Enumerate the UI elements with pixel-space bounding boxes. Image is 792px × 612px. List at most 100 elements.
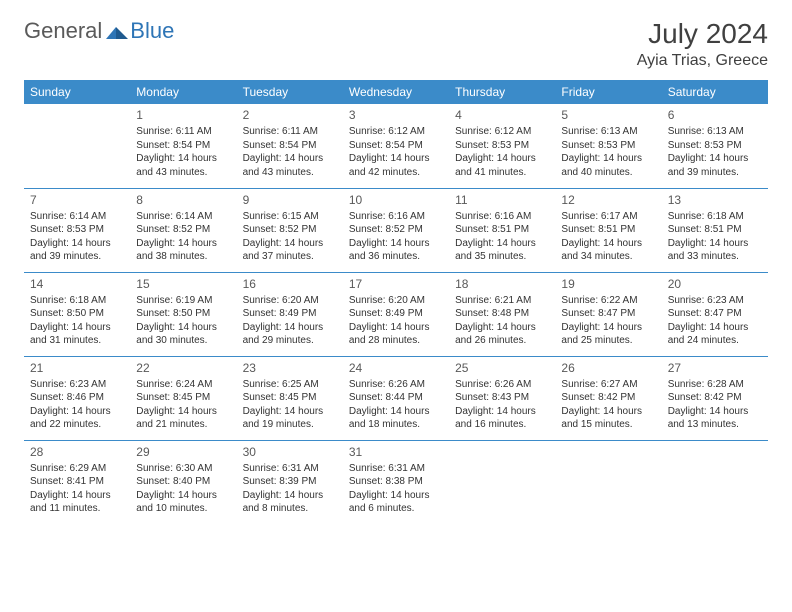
logo-mark-icon <box>106 23 128 39</box>
page-title: July 2024 <box>637 18 768 50</box>
day-number: 12 <box>561 192 655 208</box>
sunrise-line: Sunrise: 6:11 AM <box>136 125 230 139</box>
daylight-line: Daylight: 14 hours and 19 minutes. <box>243 405 337 432</box>
daylight-line: Daylight: 14 hours and 37 minutes. <box>243 237 337 264</box>
sunrise-line: Sunrise: 6:30 AM <box>136 462 230 476</box>
calendar-cell: 5Sunrise: 6:13 AMSunset: 8:53 PMDaylight… <box>555 104 661 188</box>
daylight-line: Daylight: 14 hours and 22 minutes. <box>30 405 124 432</box>
sunset-line: Sunset: 8:39 PM <box>243 475 337 489</box>
calendar-cell: 12Sunrise: 6:17 AMSunset: 8:51 PMDayligh… <box>555 188 661 272</box>
daylight-line: Daylight: 14 hours and 39 minutes. <box>668 152 762 179</box>
day-number: 27 <box>668 360 762 376</box>
daylight-line: Daylight: 14 hours and 30 minutes. <box>136 321 230 348</box>
day-number: 29 <box>136 444 230 460</box>
calendar-body: 1Sunrise: 6:11 AMSunset: 8:54 PMDaylight… <box>24 104 768 524</box>
calendar-cell: 13Sunrise: 6:18 AMSunset: 8:51 PMDayligh… <box>662 188 768 272</box>
calendar-cell: 18Sunrise: 6:21 AMSunset: 8:48 PMDayligh… <box>449 272 555 356</box>
sunset-line: Sunset: 8:54 PM <box>136 139 230 153</box>
day-number: 1 <box>136 107 230 123</box>
sunset-line: Sunset: 8:51 PM <box>455 223 549 237</box>
calendar-cell: 11Sunrise: 6:16 AMSunset: 8:51 PMDayligh… <box>449 188 555 272</box>
calendar-cell: 6Sunrise: 6:13 AMSunset: 8:53 PMDaylight… <box>662 104 768 188</box>
calendar-cell: 4Sunrise: 6:12 AMSunset: 8:53 PMDaylight… <box>449 104 555 188</box>
sunrise-line: Sunrise: 6:15 AM <box>243 210 337 224</box>
daylight-line: Daylight: 14 hours and 40 minutes. <box>561 152 655 179</box>
sunrise-line: Sunrise: 6:28 AM <box>668 378 762 392</box>
day-number: 18 <box>455 276 549 292</box>
sunrise-line: Sunrise: 6:31 AM <box>349 462 443 476</box>
sunset-line: Sunset: 8:51 PM <box>668 223 762 237</box>
day-number: 19 <box>561 276 655 292</box>
sunrise-line: Sunrise: 6:23 AM <box>668 294 762 308</box>
calendar-cell: 28Sunrise: 6:29 AMSunset: 8:41 PMDayligh… <box>24 440 130 524</box>
sunset-line: Sunset: 8:54 PM <box>243 139 337 153</box>
calendar-cell: 19Sunrise: 6:22 AMSunset: 8:47 PMDayligh… <box>555 272 661 356</box>
sunrise-line: Sunrise: 6:14 AM <box>136 210 230 224</box>
calendar-cell: 20Sunrise: 6:23 AMSunset: 8:47 PMDayligh… <box>662 272 768 356</box>
day-number: 9 <box>243 192 337 208</box>
calendar-cell: 23Sunrise: 6:25 AMSunset: 8:45 PMDayligh… <box>237 356 343 440</box>
calendar-row: 7Sunrise: 6:14 AMSunset: 8:53 PMDaylight… <box>24 188 768 272</box>
logo: General Blue <box>24 18 174 44</box>
calendar-cell <box>662 440 768 524</box>
daylight-line: Daylight: 14 hours and 39 minutes. <box>30 237 124 264</box>
daylight-line: Daylight: 14 hours and 36 minutes. <box>349 237 443 264</box>
sunrise-line: Sunrise: 6:26 AM <box>455 378 549 392</box>
calendar-cell: 3Sunrise: 6:12 AMSunset: 8:54 PMDaylight… <box>343 104 449 188</box>
weekday-header: Monday <box>130 80 236 104</box>
sunrise-line: Sunrise: 6:12 AM <box>349 125 443 139</box>
weekday-header: Tuesday <box>237 80 343 104</box>
sunset-line: Sunset: 8:47 PM <box>561 307 655 321</box>
day-number: 10 <box>349 192 443 208</box>
calendar-row: 14Sunrise: 6:18 AMSunset: 8:50 PMDayligh… <box>24 272 768 356</box>
day-number: 13 <box>668 192 762 208</box>
calendar-cell: 29Sunrise: 6:30 AMSunset: 8:40 PMDayligh… <box>130 440 236 524</box>
sunrise-line: Sunrise: 6:21 AM <box>455 294 549 308</box>
sunrise-line: Sunrise: 6:13 AM <box>561 125 655 139</box>
day-number: 14 <box>30 276 124 292</box>
sunrise-line: Sunrise: 6:22 AM <box>561 294 655 308</box>
day-number: 21 <box>30 360 124 376</box>
calendar-cell: 15Sunrise: 6:19 AMSunset: 8:50 PMDayligh… <box>130 272 236 356</box>
calendar-cell: 1 Sunrise: 6:11 AMSunset: 8:54 PMDaylight… <box>130 104 236 188</box>
calendar-table: SundayMondayTuesdayWednesdayThursdayFrid… <box>24 80 768 524</box>
calendar-cell: 10 Sunrise: 6:16 AMSunset: 8:52 PMDayligh… <box>343 188 449 272</box>
calendar-cell: 30Sunrise: 6:31 AMSunset: 8:39 PMDayligh… <box>237 440 343 524</box>
sunset-line: Sunset: 8:49 PM <box>349 307 443 321</box>
calendar-cell: 26Sunrise: 6:27 AMSunset: 8:42 PMDayligh… <box>555 356 661 440</box>
sunset-line: Sunset: 8:50 PM <box>136 307 230 321</box>
daylight-line: Daylight: 14 hours and 13 minutes. <box>668 405 762 432</box>
daylight-line: Daylight: 14 hours and 41 minutes. <box>455 152 549 179</box>
sunrise-line: Sunrise: 6:14 AM <box>30 210 124 224</box>
day-number: 22 <box>136 360 230 376</box>
day-number: 17 <box>349 276 443 292</box>
daylight-line: Daylight: 14 hours and 43 minutes. <box>136 152 230 179</box>
sunrise-line: Sunrise: 6:16 AM <box>349 210 443 224</box>
sunrise-line: Sunrise: 6:24 AM <box>136 378 230 392</box>
day-number: 2 <box>243 107 337 123</box>
calendar-cell <box>555 440 661 524</box>
calendar-cell: 9Sunrise: 6:15 AMSunset: 8:52 PMDaylight… <box>237 188 343 272</box>
sunset-line: Sunset: 8:45 PM <box>243 391 337 405</box>
day-number: 26 <box>561 360 655 376</box>
sunrise-line: Sunrise: 6:12 AM <box>455 125 549 139</box>
sunset-line: Sunset: 8:46 PM <box>30 391 124 405</box>
day-number: 16 <box>243 276 337 292</box>
sunset-line: Sunset: 8:53 PM <box>455 139 549 153</box>
location-label: Ayia Trias, Greece <box>637 52 768 70</box>
calendar-cell: 7Sunrise: 6:14 AMSunset: 8:53 PMDaylight… <box>24 188 130 272</box>
sunset-line: Sunset: 8:42 PM <box>561 391 655 405</box>
day-number: 3 <box>349 107 443 123</box>
day-number: 15 <box>136 276 230 292</box>
calendar-cell: 16Sunrise: 6:20 AMSunset: 8:49 PMDayligh… <box>237 272 343 356</box>
daylight-line: Daylight: 14 hours and 8 minutes. <box>243 489 337 516</box>
sunset-line: Sunset: 8:54 PM <box>349 139 443 153</box>
day-number: 23 <box>243 360 337 376</box>
day-number: 24 <box>349 360 443 376</box>
day-number: 25 <box>455 360 549 376</box>
weekday-row: SundayMondayTuesdayWednesdayThursdayFrid… <box>24 80 768 104</box>
daylight-line: Daylight: 14 hours and 31 minutes. <box>30 321 124 348</box>
sunset-line: Sunset: 8:52 PM <box>349 223 443 237</box>
logo-text-general: General <box>24 18 102 44</box>
daylight-line: Daylight: 14 hours and 29 minutes. <box>243 321 337 348</box>
